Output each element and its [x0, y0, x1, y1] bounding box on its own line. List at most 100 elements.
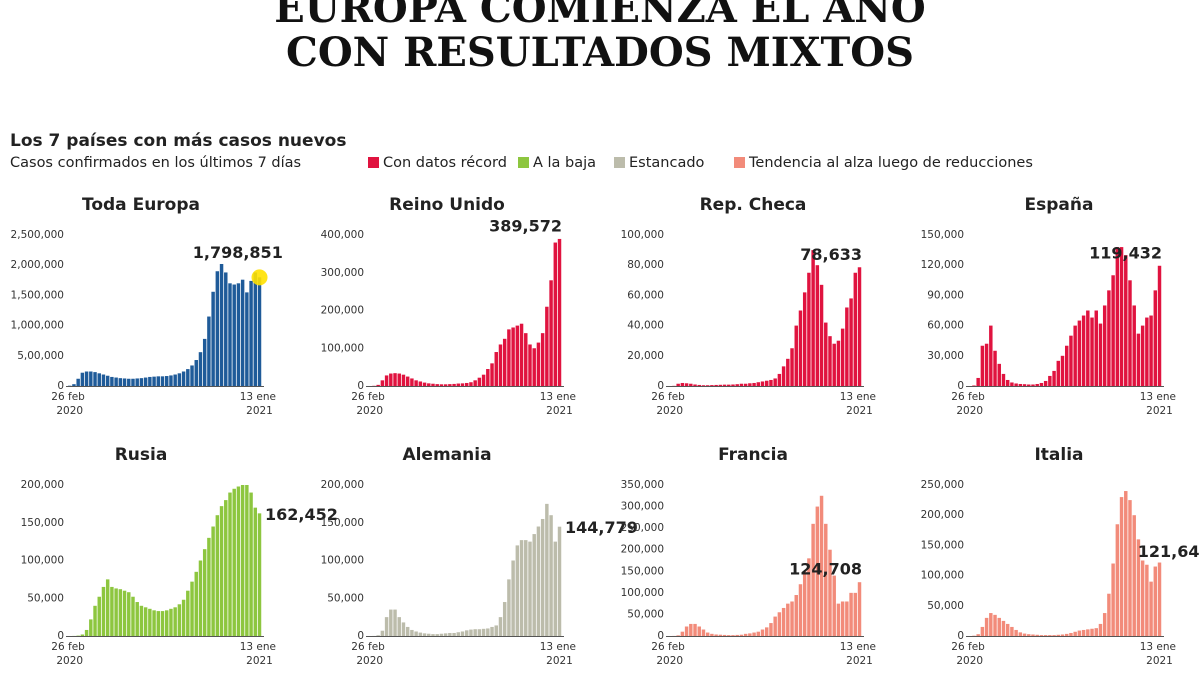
bar [1043, 380, 1048, 386]
legend-label: Con datos récord [383, 155, 507, 171]
bar [490, 626, 494, 636]
bar [490, 363, 494, 386]
y-tick-label: 150,000 [621, 565, 664, 577]
y-tick-label: 0 [57, 630, 64, 642]
bar [1124, 255, 1128, 386]
value-label: 119,432 [1089, 243, 1162, 262]
x-tick-label: 13 ene 2021 [1140, 641, 1180, 667]
x-tick-line: 26 feb [351, 391, 388, 403]
bar [815, 265, 820, 386]
bar [1048, 635, 1052, 636]
bar [443, 384, 448, 386]
bar [1018, 632, 1023, 636]
y-tick-label: 80,000 [627, 259, 664, 271]
bar [257, 513, 262, 636]
bar [519, 323, 524, 386]
bar [1090, 317, 1094, 386]
main-title-line: CON RESULTADOS MIXTOS [286, 29, 914, 76]
x-tick-line: 2021 [246, 405, 273, 417]
x-tick-line: 2020 [56, 405, 83, 417]
bar [739, 383, 744, 386]
bar [89, 371, 93, 386]
bar [710, 633, 714, 636]
bar [1094, 310, 1098, 386]
bar [735, 634, 739, 636]
bar [705, 632, 710, 636]
bar [794, 595, 798, 636]
bar [532, 348, 536, 386]
x-tick-line: 2021 [546, 655, 573, 667]
y-tick-label: 100,000 [621, 587, 664, 599]
bar [718, 634, 723, 636]
bar [494, 352, 498, 386]
x-tick-line: 2020 [56, 655, 83, 667]
bar [781, 607, 786, 636]
bar [202, 338, 207, 386]
bar [684, 383, 689, 386]
bar [976, 377, 980, 386]
bar [460, 631, 465, 636]
y-tick-label: 300,000 [321, 267, 364, 279]
bar [186, 369, 190, 386]
bar [743, 633, 748, 636]
bar [228, 283, 232, 386]
y-tick-label: 50,000 [327, 592, 364, 604]
heading: Los 7 países con más casos nuevos [10, 131, 346, 151]
y-tick-label: 100,000 [921, 570, 964, 582]
bar [760, 629, 765, 636]
bar [1111, 275, 1115, 386]
bar [135, 602, 139, 636]
bar [435, 634, 439, 636]
bar [790, 348, 794, 386]
bar [993, 350, 997, 386]
panel-title: España [1025, 195, 1094, 215]
bar [1119, 247, 1124, 386]
bar [215, 271, 220, 386]
bar [401, 374, 406, 386]
bar [714, 634, 718, 636]
y-tick-label: 150,000 [21, 517, 64, 529]
y-tick-label: 200,000 [621, 544, 664, 556]
y-tick-label: 50,000 [27, 592, 64, 604]
legend-label: A la baja [533, 155, 596, 171]
bar [194, 360, 198, 386]
bar [1128, 280, 1132, 386]
bar [435, 384, 439, 386]
bar [853, 592, 858, 636]
y-tick-label: 200,000 [21, 479, 64, 491]
x-tick-label: 26 feb 2020 [651, 641, 688, 667]
bar [1069, 632, 1073, 636]
bar [219, 263, 224, 386]
y-tick-label: 120,000 [921, 259, 964, 271]
bar [181, 371, 186, 386]
value-label: 124,708 [789, 560, 862, 579]
y-tick-label: 200,000 [321, 479, 364, 491]
bar [1119, 497, 1124, 636]
bar [127, 592, 131, 636]
bar [1098, 623, 1103, 636]
bar [452, 383, 456, 386]
bar [1157, 562, 1162, 636]
bar [845, 601, 849, 636]
bar [460, 383, 465, 386]
value-label: 144,779 [565, 518, 638, 537]
y-tick-label: 0 [957, 630, 964, 642]
legend-label: Estancado [629, 155, 705, 171]
bar [811, 250, 815, 386]
bar [1128, 500, 1132, 636]
bar [540, 518, 545, 636]
bar [465, 382, 469, 386]
x-tick-line: 2021 [1146, 405, 1173, 417]
panel-title: Rusia [115, 445, 168, 465]
bar [1018, 383, 1023, 386]
y-tick-label: 0 [657, 380, 664, 392]
bar [439, 384, 444, 386]
bar [532, 534, 536, 636]
y-tick-label: 400,000 [321, 229, 364, 241]
panel-title: Italia [1034, 445, 1083, 465]
bar [207, 316, 211, 386]
value-label: 1,798,851 [193, 243, 283, 262]
bar [389, 373, 393, 386]
bar [511, 560, 515, 636]
bar [1031, 384, 1035, 386]
